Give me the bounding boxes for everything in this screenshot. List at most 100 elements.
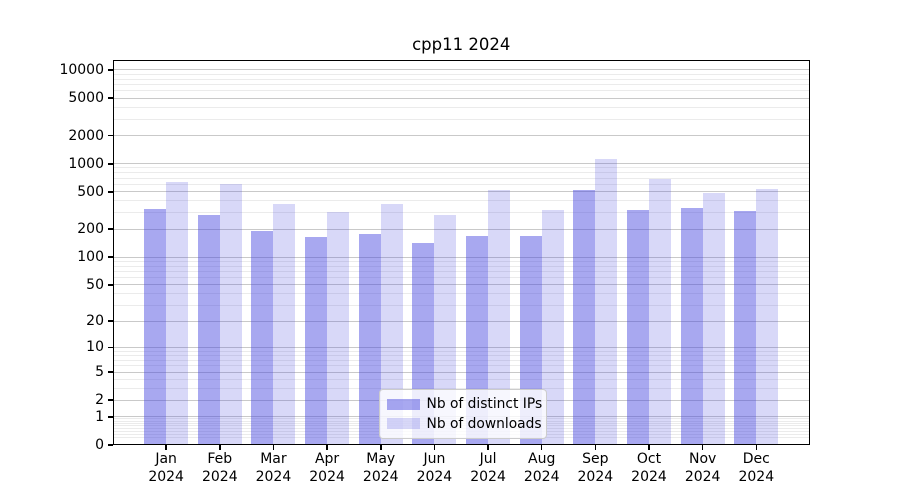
- gridline-minor: [112, 106, 810, 108]
- y-tick-label-10000: 10000: [59, 61, 104, 78]
- y-tick-mark: [108, 97, 113, 99]
- gridline-minor: [112, 270, 810, 272]
- plot-area: [112, 60, 810, 445]
- y-tick-label-200: 200: [77, 221, 104, 238]
- x-tick-mark: [594, 445, 597, 450]
- gridline-major: [112, 69, 810, 71]
- x-tick-mark: [326, 445, 328, 450]
- bar-downloads-dec: [756, 189, 779, 445]
- y-tick-label-5000: 5000: [68, 90, 104, 107]
- gridline-minor: [112, 350, 810, 352]
- gridline-minor: [112, 118, 810, 120]
- gridline-minor: [112, 378, 810, 380]
- y-tick-label-50: 50: [86, 276, 104, 293]
- x-tick-label-aug: Aug 2024: [523, 451, 560, 485]
- bar-downloads-jun: [434, 214, 457, 445]
- gridline-minor: [112, 212, 810, 214]
- x-tick-mark: [701, 445, 704, 450]
- bar-distinct-ips-feb: [197, 215, 220, 445]
- x-tick-label-mar: Mar 2024: [255, 451, 292, 485]
- gridline-minor: [112, 183, 810, 185]
- x-tick-mark: [755, 445, 758, 450]
- gridline-minor: [112, 388, 810, 390]
- gridline-minor: [112, 90, 810, 92]
- gridline-major: [112, 228, 810, 230]
- legend-label-distinct-ips: Nb of distinct IPs: [426, 396, 543, 413]
- bar-downloads-may: [380, 204, 403, 445]
- y-tick-label-500: 500: [77, 183, 104, 200]
- y-tick-label-10: 10: [86, 339, 104, 356]
- x-tick-label-apr: Apr 2024: [309, 451, 345, 485]
- x-tick-mark: [648, 445, 650, 450]
- y-tick-mark: [108, 346, 113, 349]
- y-tick-label-1: 1: [95, 408, 104, 425]
- gridline-minor: [112, 84, 810, 86]
- y-tick-label-5: 5: [95, 364, 104, 381]
- y-tick-mark: [108, 320, 113, 322]
- bar-downloads-mar: [273, 203, 296, 445]
- x-tick-label-jan: Jan 2024: [148, 451, 184, 485]
- gridline-major: [112, 371, 810, 373]
- y-tick-mark: [108, 191, 113, 193]
- gridline-minor: [112, 200, 810, 202]
- gridline-minor: [112, 355, 810, 357]
- bar-downloads-jan: [166, 181, 189, 445]
- bar-distinct-ips-jan: [144, 209, 167, 445]
- y-tick-mark: [108, 284, 113, 286]
- x-tick-label-nov: Nov 2024: [684, 451, 721, 485]
- y-tick-mark: [108, 69, 113, 71]
- x-tick-label-sep: Sep 2024: [577, 451, 614, 485]
- x-tick-mark: [219, 445, 221, 450]
- gridline-minor: [112, 167, 810, 169]
- gridline-minor: [112, 359, 810, 361]
- gridline-minor: [112, 277, 810, 279]
- gridline-minor: [112, 73, 810, 75]
- y-tick-mark: [108, 134, 113, 137]
- x-tick-label-feb: Feb 2024: [201, 451, 238, 485]
- y-tick-mark: [108, 399, 113, 402]
- y-tick-label-2000: 2000: [68, 127, 104, 144]
- bar-downloads-sep: [595, 158, 618, 445]
- x-tick-label-jul: Jul 2024: [470, 451, 506, 485]
- gridline-minor: [112, 365, 810, 367]
- gridline-minor: [112, 265, 810, 267]
- legend-entry-distinct-ips: Nb of distinct IPs: [386, 396, 543, 413]
- x-tick-mark: [540, 445, 543, 450]
- gridline-minor: [112, 260, 810, 262]
- x-tick-label-jun: Jun 2024: [416, 451, 453, 485]
- gridline-major: [112, 97, 810, 99]
- bar-downloads-oct: [649, 179, 671, 445]
- y-tick-mark: [108, 371, 113, 373]
- legend-entry-downloads: Nb of downloads: [386, 415, 542, 432]
- legend-label-downloads: Nb of downloads: [426, 415, 542, 432]
- x-tick-mark: [379, 445, 382, 450]
- bar-downloads-jul: [488, 190, 511, 445]
- chart-title: cpp11 2024: [412, 35, 511, 54]
- bar-downloads-feb: [219, 184, 242, 445]
- y-tick-label-1000: 1000: [68, 155, 104, 172]
- y-tick-mark: [108, 256, 113, 258]
- bar-distinct-ips-nov: [680, 208, 703, 445]
- bar-distinct-ips-mar: [251, 231, 274, 445]
- x-tick-mark: [433, 445, 436, 450]
- y-tick-label-0: 0: [95, 437, 104, 453]
- gridline-minor: [112, 304, 810, 306]
- y-tick-label-100: 100: [77, 249, 104, 266]
- x-tick-label-may: May 2024: [362, 451, 399, 485]
- y-tick-label-20: 20: [86, 313, 104, 330]
- bar-downloads-nov: [702, 193, 725, 445]
- gridline-major: [112, 135, 810, 136]
- y-tick-mark: [108, 415, 113, 418]
- x-tick-mark: [165, 445, 167, 450]
- y-tick-mark: [108, 162, 113, 165]
- gridline-major: [112, 191, 810, 193]
- gridline-major: [112, 163, 810, 165]
- bar-distinct-ips-dec: [734, 211, 757, 445]
- legend-swatch-distinct-ips: [386, 398, 420, 411]
- bar-downloads-aug: [541, 210, 564, 445]
- y-tick-label-2: 2: [95, 392, 104, 409]
- gridline-minor: [112, 78, 810, 80]
- gridline-major: [112, 320, 810, 322]
- gridline-minor: [112, 293, 810, 295]
